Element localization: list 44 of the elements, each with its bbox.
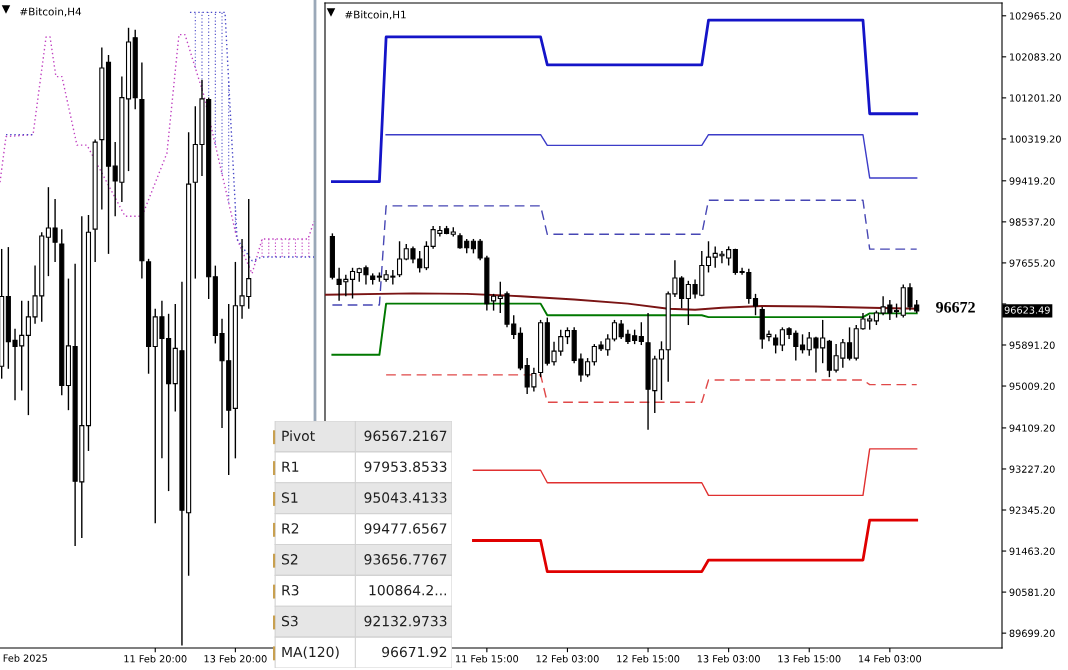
chart-title: #Bitcoin,H4: [20, 7, 82, 17]
y-tick-label: 93227.20: [1009, 465, 1055, 473]
text: 95043.4133: [364, 492, 447, 503]
category-label: S2: [281, 554, 298, 565]
y-tick-label: 95891.20: [1009, 341, 1055, 349]
x-tick-label: 13 Feb 20:00: [204, 654, 267, 663]
category-label: R3: [282, 584, 299, 596]
text: 96671.92: [382, 646, 447, 658]
text: Feb 2025: [3, 654, 47, 662]
text: #Bitcoin,H1: [345, 10, 406, 20]
text: 92132.9733: [364, 615, 447, 627]
y-tick-label: 98537.20: [1009, 218, 1055, 226]
y-tick-label: 100319.20: [1010, 135, 1061, 143]
y-tick-label: 102965.20: [1010, 12, 1061, 20]
y-tick-label: 91463.20: [1009, 547, 1055, 555]
text: 93656.7767: [364, 554, 447, 565]
text: 99477.6567: [364, 523, 447, 534]
x-tick-label: 14 Feb 03:00: [859, 654, 922, 663]
category-label: S3: [281, 615, 298, 627]
annotation: 96672: [936, 301, 975, 313]
x-tick-label: 12 Feb 03:00: [536, 654, 599, 663]
y-tick-label: 102083.20: [1010, 53, 1061, 61]
text: 96623.49: [1004, 306, 1050, 314]
x-tick-label: 11 Feb 15:00: [456, 654, 519, 663]
text: 100864.2...: [369, 584, 447, 596]
category-label: R1: [282, 461, 299, 472]
y-tick-label: 99419.20: [1009, 177, 1055, 185]
category-label: MA(120): [282, 646, 339, 659]
text: 96567.2167: [364, 430, 447, 442]
y-tick-label: 94109.20: [1009, 424, 1055, 432]
y-tick-label: 92345.20: [1009, 506, 1055, 514]
category-label: Pivot: [282, 430, 315, 442]
y-tick-label: 101201.20: [1010, 94, 1061, 102]
y-tick-label: 89699.20: [1009, 629, 1055, 637]
x-tick-label: 11 Feb 20:00: [124, 654, 187, 663]
category-label: S1: [281, 492, 298, 503]
text: 97953.8533: [364, 461, 447, 472]
y-tick-label: 90581.20: [1009, 588, 1055, 596]
y-tick-label: 97655.20: [1009, 259, 1055, 267]
x-tick-label: 12 Feb 15:00: [617, 654, 680, 663]
x-tick-label: 13 Feb 15:00: [778, 654, 841, 663]
category-label: R2: [282, 523, 299, 534]
y-tick-label: 95009.20: [1009, 382, 1055, 390]
x-tick-label: 13 Feb 03:00: [697, 654, 760, 663]
